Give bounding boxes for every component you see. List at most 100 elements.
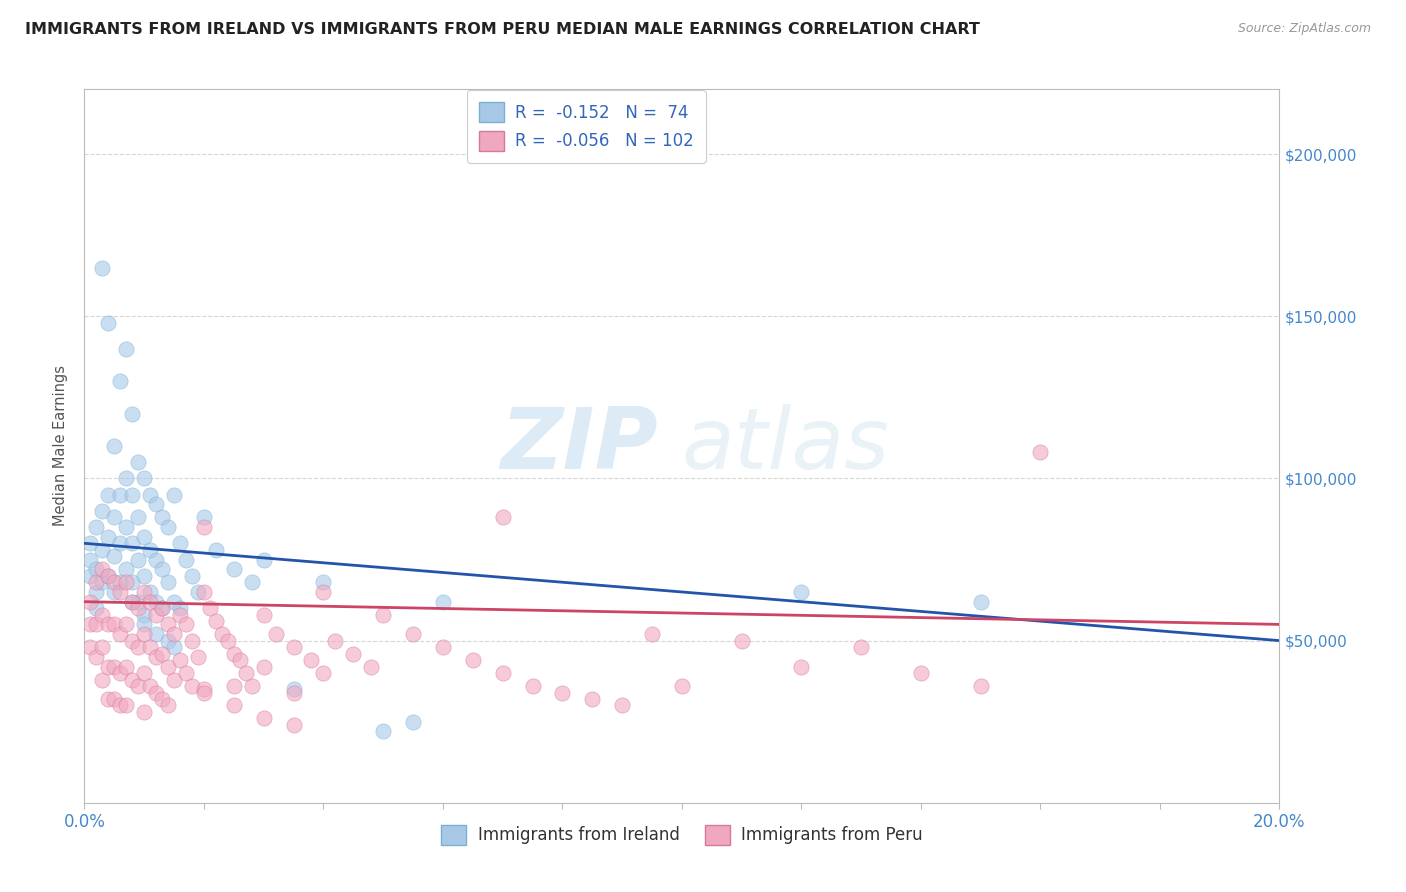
Point: [86, 585, 108, 599]
Point: [103, 575, 125, 590]
Point: [132, 585, 156, 599]
Point: [79, 640, 101, 654]
Point: [790, 585, 813, 599]
Point: [86, 649, 108, 664]
Point: [127, 552, 149, 566]
Point: [174, 666, 197, 681]
Point: [970, 679, 993, 693]
Point: [312, 666, 335, 681]
Point: [910, 666, 932, 681]
Point: [97, 659, 120, 673]
Point: [181, 568, 204, 582]
Point: [79, 536, 101, 550]
Point: [132, 617, 156, 632]
Point: [132, 471, 156, 485]
Point: [121, 575, 143, 590]
Point: [312, 585, 335, 599]
Point: [205, 614, 228, 628]
Point: [193, 510, 215, 524]
Point: [240, 575, 263, 590]
Text: IMMIGRANTS FROM IRELAND VS IMMIGRANTS FROM PERU MEDIAN MALE EARNINGS CORRELATION: IMMIGRANTS FROM IRELAND VS IMMIGRANTS FR…: [25, 22, 980, 37]
Point: [127, 455, 149, 469]
Point: [121, 595, 143, 609]
Point: [132, 627, 156, 641]
Point: [103, 549, 125, 564]
Point: [91, 542, 114, 557]
Point: [235, 666, 257, 681]
Point: [157, 520, 180, 534]
Point: [612, 698, 634, 713]
Point: [91, 575, 114, 590]
Point: [103, 510, 125, 524]
Point: [86, 601, 108, 615]
Point: [127, 601, 149, 615]
Point: [127, 640, 149, 654]
Point: [145, 627, 167, 641]
Point: [91, 562, 114, 576]
Point: [110, 627, 132, 641]
Point: [97, 488, 120, 502]
Point: [115, 698, 138, 713]
Point: [110, 374, 132, 388]
Point: [163, 673, 186, 687]
Point: [110, 488, 132, 502]
Point: [181, 633, 204, 648]
Point: [169, 607, 191, 622]
Y-axis label: Median Male Earnings: Median Male Earnings: [53, 366, 69, 526]
Point: [163, 488, 186, 502]
Point: [97, 617, 120, 632]
Point: [240, 679, 263, 693]
Point: [91, 504, 114, 518]
Point: [97, 530, 120, 544]
Point: [253, 659, 276, 673]
Point: [79, 595, 101, 609]
Point: [103, 692, 125, 706]
Point: [132, 530, 156, 544]
Point: [157, 617, 180, 632]
Point: [121, 673, 143, 687]
Point: [132, 705, 156, 719]
Point: [1029, 445, 1052, 459]
Point: [115, 342, 138, 356]
Point: [110, 698, 132, 713]
Point: [150, 692, 173, 706]
Point: [402, 714, 425, 729]
Point: [222, 698, 245, 713]
Point: [145, 607, 167, 622]
Point: [731, 633, 754, 648]
Point: [312, 575, 335, 590]
Point: [169, 653, 191, 667]
Point: [79, 568, 101, 582]
Point: [174, 552, 197, 566]
Point: [139, 595, 162, 609]
Point: [432, 595, 454, 609]
Point: [79, 617, 101, 632]
Point: [115, 659, 138, 673]
Point: [253, 607, 276, 622]
Point: [432, 640, 454, 654]
Point: [169, 536, 191, 550]
Point: [181, 679, 204, 693]
Point: [283, 640, 305, 654]
Point: [301, 653, 323, 667]
Point: [86, 575, 108, 590]
Point: [97, 568, 120, 582]
Point: [851, 640, 873, 654]
Point: [222, 647, 245, 661]
Point: [121, 488, 143, 502]
Point: [145, 649, 167, 664]
Point: [205, 542, 228, 557]
Point: [283, 682, 305, 697]
Point: [150, 601, 173, 615]
Point: [790, 659, 813, 673]
Point: [145, 595, 167, 609]
Point: [150, 562, 173, 576]
Point: [150, 601, 173, 615]
Point: [970, 595, 993, 609]
Point: [103, 439, 125, 453]
Point: [157, 698, 180, 713]
Point: [522, 679, 544, 693]
Point: [145, 497, 167, 511]
Point: [402, 627, 425, 641]
Point: [198, 601, 221, 615]
